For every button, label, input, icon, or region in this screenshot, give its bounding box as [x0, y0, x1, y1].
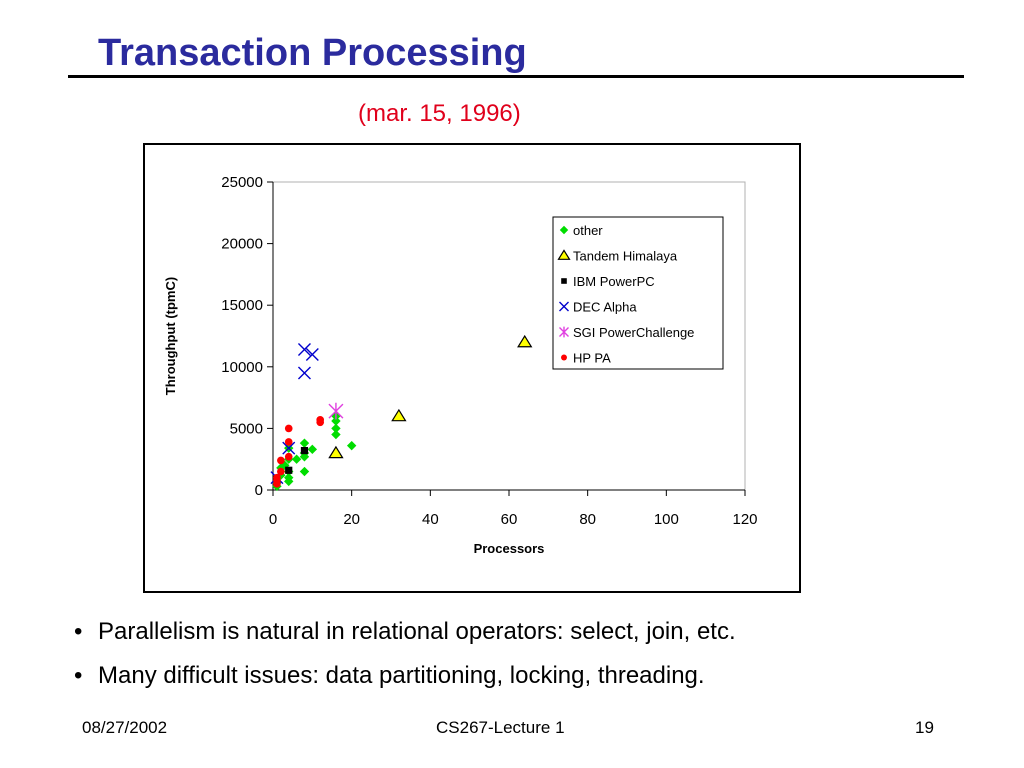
y-tick-label: 20000: [221, 236, 263, 253]
data-point: [299, 466, 310, 477]
data-point: [284, 424, 293, 433]
x-tick-label: 60: [501, 511, 518, 528]
data-point: [285, 466, 293, 474]
y-axis-label: Throughput (tpmC): [163, 277, 178, 395]
legend-label: IBM PowerPC: [573, 274, 655, 289]
data-point: [291, 454, 302, 464]
data-point: [300, 446, 309, 455]
x-tick-label: 80: [579, 511, 596, 528]
data-point: [284, 472, 294, 483]
legend-label: DEC Alpha: [573, 300, 637, 315]
data-point: [284, 438, 293, 446]
bullet-item: Many difficult issues: data partitioning…: [70, 662, 736, 690]
data-point: [277, 456, 285, 465]
legend-box: [552, 216, 724, 370]
bullet-item: Parallelism is natural in relational ope…: [70, 618, 736, 646]
data-point: [307, 444, 318, 455]
x-tick-label: 0: [269, 511, 277, 528]
legend-marker: [561, 354, 567, 361]
legend-marker: [559, 225, 569, 235]
data-point: [277, 467, 285, 476]
data-point: [284, 452, 293, 461]
data-point: [305, 347, 319, 361]
data-point: [297, 366, 311, 380]
data-point: [331, 423, 341, 434]
data-point: [391, 408, 407, 422]
data-point: [299, 438, 310, 448]
x-tick-label: 40: [422, 511, 439, 528]
legend-marker: [561, 278, 567, 284]
legend-marker: [559, 326, 569, 338]
chart-frame: 0 5000 10000 15000 20000 25000 0 20 40 60 80 100 120…: [143, 143, 801, 593]
x-tick-label: 100: [654, 511, 679, 528]
y-tick-label: 0: [255, 482, 263, 499]
subtitle-date: (mar. 15, 1996): [358, 100, 521, 127]
x-tick-label: 20: [343, 511, 360, 528]
data-point: [346, 440, 357, 451]
data-point: [328, 402, 344, 420]
y-tick-label: 5000: [230, 420, 263, 437]
x-axis-label: Processors: [474, 541, 545, 556]
data-point: [297, 343, 311, 357]
data-point: [273, 473, 281, 482]
legend-label: other: [573, 223, 603, 238]
y-tick-label: 25000: [221, 174, 263, 191]
legend-marker: [559, 301, 569, 312]
footer-page-number: 19: [915, 718, 934, 737]
y-tick-label: 10000: [221, 359, 263, 376]
data-point: [517, 334, 533, 348]
bullet-list: Parallelism is natural in relational ope…: [70, 618, 736, 706]
legend-label: SGI PowerChallenge: [573, 325, 694, 340]
data-point: [328, 445, 344, 459]
legend-label: HP PA: [573, 351, 611, 366]
slide-title: Transaction Processing: [98, 32, 527, 74]
data-point: [282, 441, 296, 455]
footer-date: 08/27/2002: [82, 718, 168, 737]
legend-marker: [557, 249, 571, 260]
scatter-chart: 0 5000 10000 15000 20000 25000 0 20 40 60 80 100 120…: [163, 174, 758, 556]
data-point: [316, 415, 325, 424]
data-point: [331, 429, 341, 440]
data-point: [331, 416, 341, 426]
title-underline: [68, 75, 964, 78]
footer-course: CS267-Lecture 1: [436, 718, 565, 737]
legend-label: Tandem Himalaya: [573, 249, 678, 264]
y-tick-label: 15000: [221, 297, 263, 314]
x-tick-label: 120: [732, 511, 757, 528]
